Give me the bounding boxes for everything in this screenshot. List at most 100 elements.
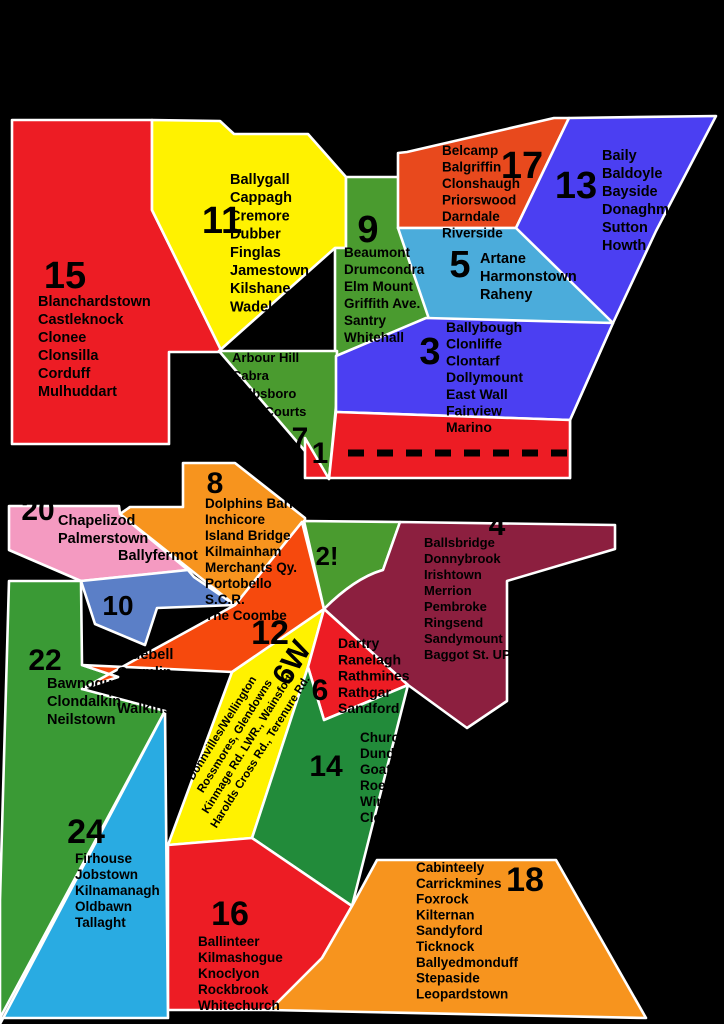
svg-text:Four Courts: Four Courts — [232, 404, 306, 419]
svg-text:Donnybrook: Donnybrook — [424, 551, 501, 566]
svg-text:Ballybough: Ballybough — [446, 319, 522, 335]
svg-text:Griffith Ave.: Griffith Ave. — [344, 296, 420, 311]
svg-text:Sandford: Sandford — [338, 700, 399, 716]
svg-text:Dundrum: Dundrum — [360, 746, 420, 761]
svg-text:Jobstown: Jobstown — [75, 867, 138, 882]
svg-text:Goatstown: Goatstown — [360, 762, 430, 777]
svg-text:Ballyfermot: Ballyfermot — [118, 548, 198, 564]
svg-text:Priorswood: Priorswood — [442, 193, 516, 208]
svg-text:Irishtown: Irishtown — [424, 567, 482, 582]
svg-text:Bayside: Bayside — [602, 184, 658, 200]
svg-text:Balgriffin: Balgriffin — [442, 160, 501, 175]
svg-text:Arbour Hill: Arbour Hill — [232, 350, 299, 365]
svg-text:Sandyford: Sandyford — [416, 923, 483, 938]
svg-text:Kilmashogue: Kilmashogue — [198, 950, 283, 965]
svg-text:Baldoyle: Baldoyle — [602, 166, 662, 182]
svg-text:Mulhuddart: Mulhuddart — [38, 384, 117, 400]
svg-text:Bluebell: Bluebell — [117, 647, 173, 663]
svg-text:Foxrock: Foxrock — [416, 892, 469, 907]
svg-text:Merrion: Merrion — [424, 583, 472, 598]
svg-text:Cabinteely: Cabinteely — [416, 860, 485, 875]
svg-text:Sutton: Sutton — [602, 220, 648, 236]
svg-text:Dubber: Dubber — [230, 227, 281, 243]
svg-text:Walkinstown: Walkinstown — [117, 701, 205, 717]
svg-text:Harmonstown: Harmonstown — [480, 269, 577, 285]
svg-text:12: 12 — [251, 614, 289, 652]
svg-text:Baily: Baily — [602, 148, 637, 164]
svg-text:Dartry: Dartry — [338, 635, 379, 651]
svg-text:Kilternan: Kilternan — [416, 907, 475, 922]
svg-text:Darndale: Darndale — [442, 209, 500, 224]
svg-text:Clondalkin: Clondalkin — [47, 694, 121, 710]
svg-text:Jamestown: Jamestown — [230, 263, 309, 279]
svg-text:10: 10 — [102, 590, 133, 621]
svg-text:Raheny: Raheny — [480, 287, 532, 303]
svg-text:Tallaght: Tallaght — [75, 915, 126, 930]
svg-text:Stepaside: Stepaside — [416, 971, 480, 986]
svg-text:Whitehall: Whitehall — [344, 330, 404, 345]
svg-text:Leopardstown: Leopardstown — [416, 986, 508, 1001]
svg-text:Beaumont: Beaumont — [344, 245, 411, 260]
svg-text:Blanchardstown: Blanchardstown — [38, 294, 151, 310]
svg-text:Inchicore: Inchicore — [205, 512, 266, 527]
svg-text:Finglas: Finglas — [230, 245, 281, 261]
svg-text:Baggot St. UPR.: Baggot St. UPR. — [424, 647, 524, 662]
svg-text:15: 15 — [44, 255, 86, 297]
svg-text:Crumlin: Crumlin — [117, 665, 172, 681]
svg-text:East Wall: East Wall — [446, 386, 508, 402]
svg-text:7: 7 — [292, 422, 309, 455]
svg-text:Palmerstown: Palmerstown — [58, 531, 148, 547]
svg-text:Wadelai: Wadelai — [230, 299, 284, 315]
svg-text:Kilmainham: Kilmainham — [205, 544, 282, 559]
svg-text:Clontarf: Clontarf — [446, 352, 500, 368]
svg-text:Ticknock: Ticknock — [416, 939, 475, 954]
svg-text:Cappagh: Cappagh — [230, 190, 292, 206]
svg-text:18: 18 — [506, 861, 544, 899]
svg-text:Riverside: Riverside — [442, 226, 503, 241]
svg-text:Portobello: Portobello — [205, 576, 272, 591]
svg-text:Firhouse: Firhouse — [75, 851, 132, 866]
svg-text:Knoclyon: Knoclyon — [198, 966, 260, 981]
svg-text:22: 22 — [28, 644, 61, 677]
svg-text:Fairview: Fairview — [446, 403, 502, 419]
svg-text:Merchants Qy.: Merchants Qy. — [205, 560, 297, 575]
svg-text:Chapelizod: Chapelizod — [58, 513, 135, 529]
svg-text:Clonee: Clonee — [38, 330, 86, 346]
svg-text:Carrickmines: Carrickmines — [416, 876, 502, 891]
svg-text:5: 5 — [449, 244, 470, 286]
svg-text:Rathgar: Rathgar — [338, 684, 391, 700]
svg-text:Dollymount: Dollymount — [446, 369, 523, 385]
svg-text:Clonshaugh: Clonshaugh — [442, 176, 520, 191]
svg-text:Drumcondra: Drumcondra — [344, 262, 425, 277]
svg-text:Island Bridge: Island Bridge — [205, 528, 291, 543]
svg-text:20: 20 — [21, 494, 54, 527]
svg-text:Artane: Artane — [480, 251, 526, 267]
svg-text:2!: 2! — [315, 541, 338, 571]
svg-text:Marino: Marino — [446, 419, 492, 435]
svg-text:Donaghmede: Donaghmede — [602, 202, 694, 218]
svg-text:Ballygall: Ballygall — [230, 172, 290, 188]
svg-text:Clonsilla: Clonsilla — [38, 348, 99, 364]
svg-text:Kilshane: Kilshane — [230, 281, 290, 297]
svg-text:16: 16 — [211, 895, 249, 933]
svg-text:1: 1 — [312, 437, 329, 470]
svg-text:14: 14 — [309, 750, 343, 783]
svg-text:Ballsbridge: Ballsbridge — [424, 535, 495, 550]
svg-text:Cremore: Cremore — [230, 208, 290, 224]
svg-text:Pembroke: Pembroke — [424, 599, 487, 614]
svg-text:Phibsboro: Phibsboro — [232, 386, 296, 401]
svg-text:Ringsend: Ringsend — [424, 615, 483, 630]
svg-text:Corduff: Corduff — [38, 366, 91, 382]
svg-text:Bawnogue: Bawnogue — [47, 676, 120, 692]
svg-text:Ballinteer: Ballinteer — [198, 934, 260, 949]
svg-text:Kilnamanagh: Kilnamanagh — [75, 883, 160, 898]
svg-text:Rathmines: Rathmines — [338, 668, 410, 684]
svg-text:Whitechurch: Whitechurch — [198, 998, 280, 1013]
svg-text:Elm Mount: Elm Mount — [344, 279, 413, 294]
svg-text:Cabra: Cabra — [232, 368, 270, 383]
svg-text:Castleknock: Castleknock — [38, 312, 124, 328]
svg-text:Ballyedmonduff: Ballyedmonduff — [416, 955, 519, 970]
svg-text:Ranelagh: Ranelagh — [338, 651, 401, 667]
svg-text:6: 6 — [312, 674, 329, 707]
svg-text:Howth: Howth — [602, 238, 646, 254]
